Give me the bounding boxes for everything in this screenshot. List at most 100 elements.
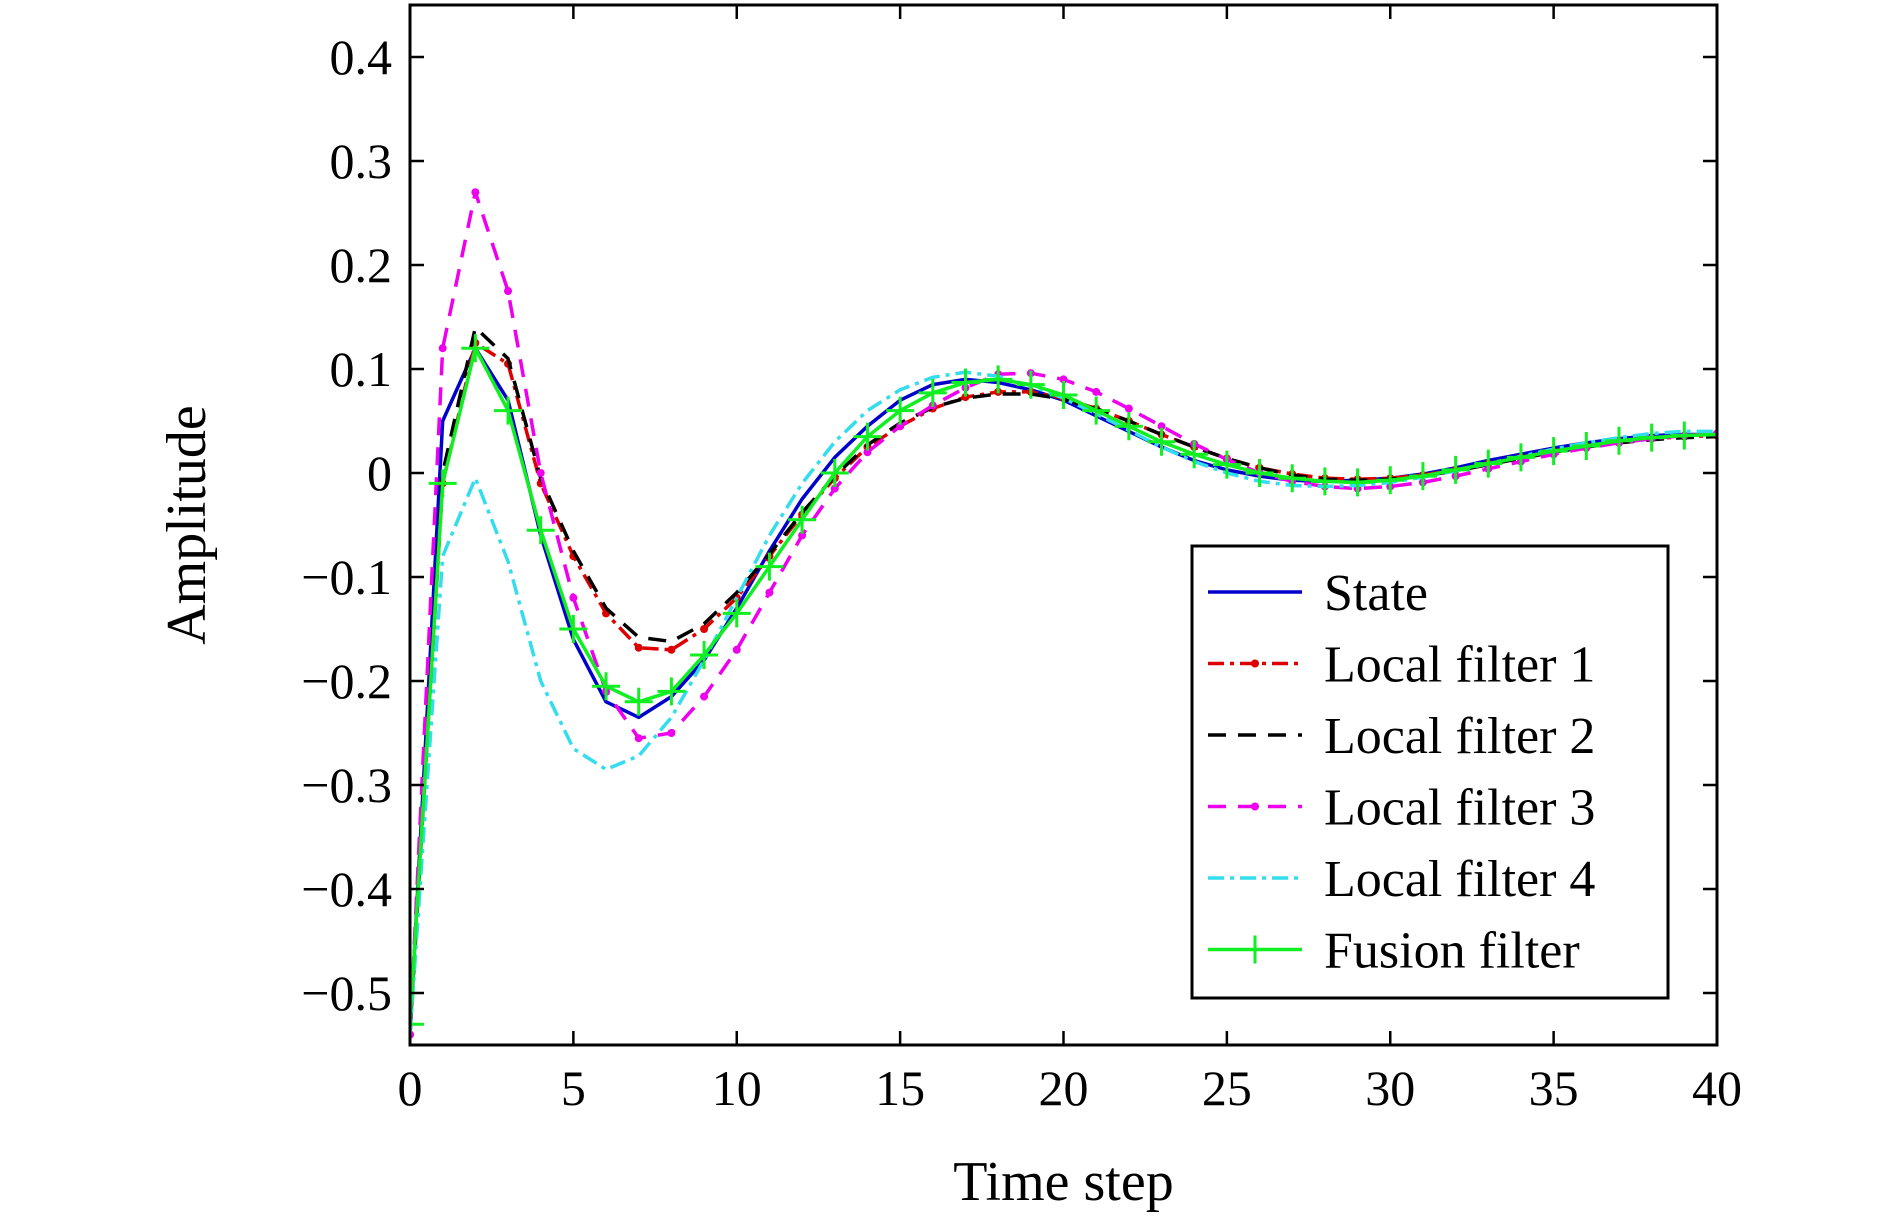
y-tick-label: 0.3 xyxy=(330,133,393,189)
series-layer xyxy=(410,188,1717,1039)
data-point xyxy=(592,672,621,701)
data-point xyxy=(438,344,447,353)
data-point xyxy=(1049,381,1078,409)
data-point xyxy=(657,677,686,706)
data-point xyxy=(1506,443,1535,472)
data-point xyxy=(1212,450,1241,479)
series-fusion-filter xyxy=(410,334,1717,1039)
data-point xyxy=(1703,420,1717,449)
data-point xyxy=(951,368,980,397)
legend-item-state: State xyxy=(1208,565,1428,622)
legend-label: State xyxy=(1324,565,1428,622)
data-point xyxy=(624,687,653,716)
legend-label: Local filter 2 xyxy=(1324,708,1595,765)
data-point xyxy=(667,729,676,737)
legend: State Local filter 1 Local filter 2 Local f… xyxy=(1190,544,1670,1000)
data-point xyxy=(755,552,784,581)
data-point xyxy=(830,484,839,493)
data-point xyxy=(1670,421,1699,450)
data-point xyxy=(1016,370,1045,399)
data-point xyxy=(1310,467,1339,496)
data-point xyxy=(700,625,709,633)
data-point xyxy=(820,459,849,487)
data-point xyxy=(1245,459,1274,487)
legend-label: Fusion filter xyxy=(1324,923,1580,980)
data-point xyxy=(428,469,457,498)
data-point xyxy=(1124,404,1133,413)
data-point xyxy=(1147,427,1176,456)
y-tick-label: −0.3 xyxy=(301,757,392,813)
data-point xyxy=(526,516,555,545)
legend-item-local-filter-1: Local filter 1 xyxy=(1208,637,1595,694)
legend-marker xyxy=(1251,802,1259,811)
legend-item-local-filter-3: Local filter 3 xyxy=(1208,780,1595,837)
data-point xyxy=(788,505,817,534)
y-tick-label: 0.4 xyxy=(330,29,393,85)
data-point xyxy=(1278,464,1307,493)
data-point xyxy=(1376,466,1405,495)
y-tick-label: 0.2 xyxy=(330,237,393,293)
data-point xyxy=(504,287,513,295)
y-tick-label: −0.2 xyxy=(301,653,392,709)
data-point xyxy=(700,692,709,701)
data-point xyxy=(1604,426,1633,455)
data-point xyxy=(1343,468,1372,497)
data-point xyxy=(918,378,947,407)
data-point xyxy=(461,334,490,363)
data-point xyxy=(471,188,480,197)
legend-item-fusion-filter: Fusion filter xyxy=(1208,923,1580,980)
data-point xyxy=(765,588,774,597)
data-point xyxy=(886,396,915,425)
y-axis-title: Amplitude xyxy=(156,405,218,645)
legend-label: Local filter 4 xyxy=(1324,851,1595,908)
data-point xyxy=(1637,423,1666,452)
data-point xyxy=(1157,422,1166,431)
data-point xyxy=(984,365,1013,394)
x-tick-label: 25 xyxy=(1202,1060,1252,1116)
legend-box xyxy=(1190,544,1670,1000)
data-point xyxy=(722,599,751,628)
data-point xyxy=(863,448,872,457)
data-point xyxy=(690,641,719,669)
legend-label: Local filter 3 xyxy=(1324,780,1595,837)
x-tick-label: 5 xyxy=(561,1060,586,1116)
legend-marker xyxy=(1241,935,1269,964)
data-point xyxy=(1474,449,1503,478)
data-point xyxy=(1180,440,1209,469)
data-point xyxy=(494,396,523,425)
data-point xyxy=(1059,375,1068,384)
y-tick-label: 0 xyxy=(367,445,392,501)
data-point xyxy=(559,615,588,643)
y-tick-label: −0.1 xyxy=(301,549,392,605)
data-point xyxy=(1092,387,1101,396)
data-point xyxy=(536,469,545,477)
data-point xyxy=(896,422,905,431)
legend-marker xyxy=(1251,659,1259,668)
x-axis-title: Time step xyxy=(953,1151,1173,1213)
y-tick-label: −0.4 xyxy=(301,861,392,917)
data-point xyxy=(1082,396,1111,425)
data-point xyxy=(732,645,741,654)
axis-ticks: 0 5 10 15 20 25 30 35 40 0.4 0.3 0.2 0.1 0 −0.1 −0.2 −0.… xyxy=(301,5,1742,1116)
data-point xyxy=(1441,455,1470,484)
legend-item-local-filter-4: Local filter 4 xyxy=(1208,851,1595,908)
x-tick-label: 0 xyxy=(398,1060,423,1116)
x-tick-label: 30 xyxy=(1365,1060,1415,1116)
y-tick-label: 0.1 xyxy=(330,341,393,397)
legend-label: Local filter 1 xyxy=(1324,637,1595,694)
data-point xyxy=(961,393,970,402)
legend-item-local-filter-2: Local filter 2 xyxy=(1208,708,1595,765)
data-point xyxy=(1114,412,1143,441)
data-point xyxy=(569,593,578,602)
x-tick-label: 35 xyxy=(1529,1060,1579,1116)
series-local-filter-3 xyxy=(410,188,1717,1039)
data-point xyxy=(798,531,807,540)
x-tick-label: 20 xyxy=(1039,1060,1089,1116)
y-tick-label: −0.5 xyxy=(301,965,392,1021)
data-point xyxy=(410,1010,424,1039)
x-tick-label: 40 xyxy=(1692,1060,1742,1116)
data-point xyxy=(1539,437,1568,466)
data-point xyxy=(853,422,882,451)
x-tick-label: 10 xyxy=(712,1060,762,1116)
